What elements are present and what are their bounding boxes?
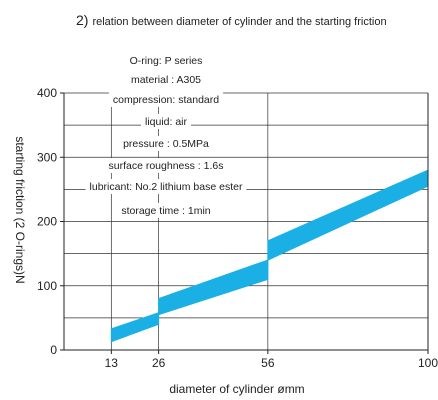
condition-annotation: surface roughness : 1.6s bbox=[109, 160, 224, 172]
annotation-background bbox=[104, 158, 228, 173]
x-tick-label: 26 bbox=[152, 356, 166, 370]
condition-annotation: compression: standard bbox=[113, 94, 219, 106]
annotation-background bbox=[125, 53, 207, 68]
condition-annotation: pressure : 0.5MPa bbox=[123, 138, 209, 150]
condition-annotation: O-ring: P series bbox=[130, 55, 203, 67]
y-axis-label: starting friction (2 O-rings)N bbox=[13, 136, 27, 283]
annotation-background bbox=[140, 114, 192, 129]
condition-annotation: storage time : 1min bbox=[121, 205, 210, 217]
y-tick-label: 0 bbox=[50, 343, 57, 357]
grid-lines bbox=[64, 92, 428, 350]
title-text: relation between diameter of cylinder an… bbox=[92, 16, 387, 28]
friction-band-1 bbox=[110, 312, 160, 343]
x-axis-label: diameter of cylinder ømm bbox=[169, 382, 304, 396]
y-tick-labels: 0 100 200 300 400 bbox=[37, 86, 64, 357]
condition-annotations: O-ring: P series material : A305 compressi… bbox=[85, 53, 247, 218]
y-tick-label: 200 bbox=[37, 215, 57, 229]
y-tick-label: 400 bbox=[37, 86, 57, 100]
x-tick-labels: 13 26 56 100 bbox=[105, 350, 438, 370]
friction-band-3 bbox=[267, 169, 429, 261]
annotation-background bbox=[85, 179, 247, 194]
y-tick-label: 100 bbox=[37, 279, 57, 293]
condition-annotation: lubricant: No.2 lithium base ester bbox=[90, 181, 243, 193]
annotation-background bbox=[119, 136, 213, 151]
annotation-background bbox=[117, 203, 215, 218]
chart-title: 2) relation between diameter of cylinder … bbox=[76, 12, 387, 28]
x-tick-label: 56 bbox=[261, 356, 275, 370]
annotation-background bbox=[126, 72, 206, 87]
title-number: 2) bbox=[76, 12, 89, 28]
annotation-background bbox=[108, 92, 224, 107]
y-tick-label: 300 bbox=[37, 150, 57, 164]
x-tick-label: 100 bbox=[418, 356, 438, 370]
x-tick-label: 13 bbox=[105, 356, 119, 370]
condition-annotation: liquid: air bbox=[145, 116, 188, 128]
friction-band-2 bbox=[158, 259, 269, 316]
friction-bands bbox=[110, 169, 429, 343]
condition-annotation: material : A305 bbox=[131, 74, 201, 86]
